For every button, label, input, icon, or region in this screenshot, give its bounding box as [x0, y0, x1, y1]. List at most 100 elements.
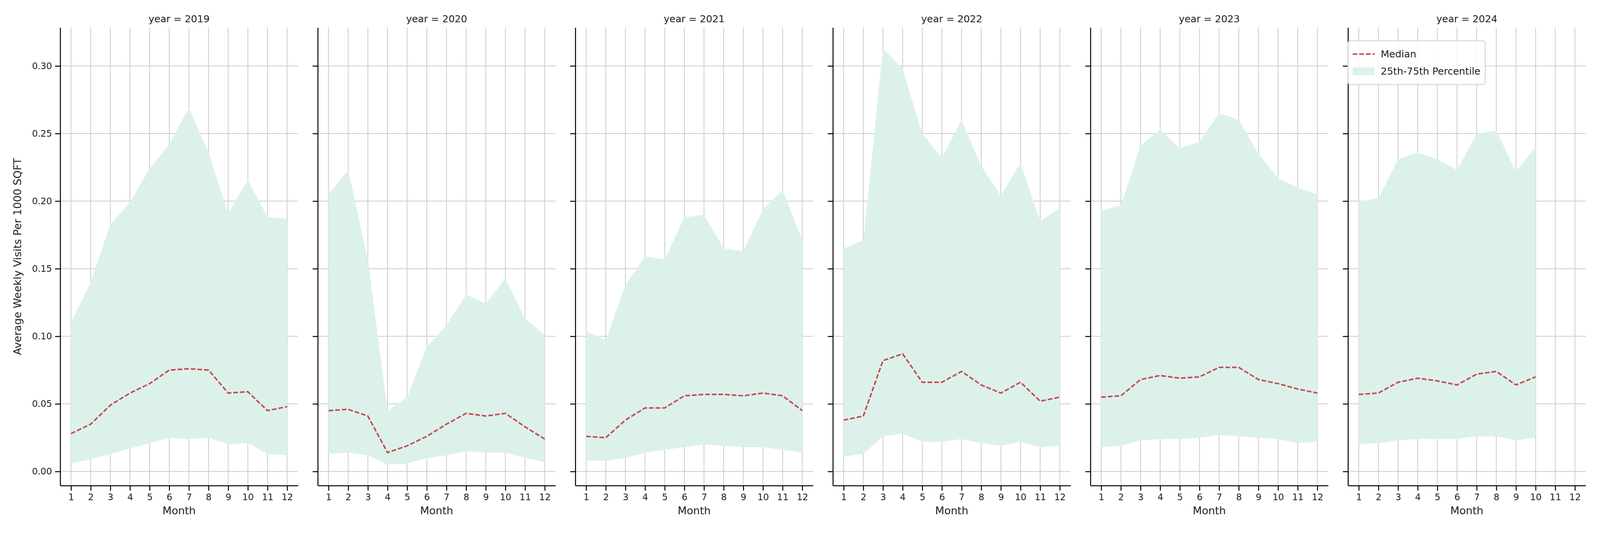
x-tick-label: 2 [1118, 492, 1125, 503]
grid [832, 27, 1071, 486]
x-tick-mark [1238, 485, 1240, 491]
y-axis-line [1090, 27, 1092, 486]
x-tick-label: 1 [325, 492, 332, 503]
x-tick-label: 4 [1415, 492, 1422, 503]
grid-line-x [1574, 27, 1576, 486]
y-tick-mark [312, 403, 318, 406]
y-tick-mark [55, 268, 61, 270]
y-tick [1342, 471, 1349, 472]
x-tick: 7 [443, 485, 450, 502]
x-tick-label: 4 [384, 492, 391, 503]
y-tick [312, 66, 318, 67]
y-tick-mark [55, 335, 61, 338]
panel-title: year = 2022 [921, 13, 983, 25]
x-tick: 8 [1493, 485, 1500, 502]
y-tick [1085, 201, 1091, 202]
y-tick [1342, 403, 1349, 405]
x-tick: 11 [1034, 485, 1047, 502]
x-tick: 10 [1530, 485, 1542, 502]
x-axis-line [1348, 485, 1586, 487]
x-tick-mark [1039, 485, 1042, 491]
x-tick-mark [882, 485, 884, 491]
x-tick-mark [1199, 485, 1201, 491]
y-tick-mark [827, 268, 833, 270]
x-tick-mark [902, 485, 904, 491]
y-tick-mark [1085, 65, 1091, 67]
y-tick: 0.30 [32, 60, 61, 72]
y-tick: 0.15 [32, 263, 61, 274]
x-tick: 7 [701, 485, 708, 502]
x-tick-mark [1277, 485, 1279, 491]
y-tick-mark [55, 133, 61, 135]
x-tick-mark [286, 485, 288, 491]
y-tick-mark [1342, 471, 1349, 473]
y-tick-mark [827, 65, 833, 67]
x-tick-mark [70, 485, 72, 491]
x-tick-label: 10 [242, 492, 254, 503]
y-tick: 0.00 [32, 466, 61, 477]
x-tick-mark [90, 485, 92, 491]
panel: 123456789101112year = 2022Month [827, 13, 1071, 518]
grid-line-x [1554, 27, 1556, 486]
y-tick-mark [1085, 268, 1091, 270]
y-tick [570, 336, 576, 337]
x-tick-label: 8 [205, 492, 212, 503]
x-tick: 5 [662, 485, 668, 502]
y-tick: 0.20 [32, 196, 61, 207]
x-tick-label: 12 [1311, 492, 1324, 503]
x-tick-label: 6 [939, 492, 945, 503]
x-tick: 9 [740, 485, 747, 502]
y-tick [312, 268, 318, 270]
y-tick [1085, 66, 1091, 67]
y-tick-label: 0.10 [32, 331, 52, 342]
x-tick: 1 [841, 485, 847, 502]
x-tick: 3 [880, 485, 887, 502]
grid [1090, 27, 1329, 486]
grid-line-y [832, 65, 1071, 67]
grid-line-y [575, 471, 814, 472]
x-tick-label: 12 [1569, 492, 1581, 503]
y-tick [1085, 336, 1091, 337]
legend: Median25th-75th Percentile [1348, 40, 1486, 85]
x-axis-line [1090, 485, 1329, 487]
x-tick-mark [426, 485, 428, 491]
x-tick-label: 3 [1137, 492, 1144, 503]
y-tick [827, 133, 833, 134]
y-tick-mark [1085, 133, 1091, 135]
x-tick-label: 4 [1157, 492, 1164, 503]
y-tick [570, 201, 576, 202]
y-tick: 0.05 [32, 398, 61, 409]
y-axis-line [575, 27, 577, 486]
x-tick-label: 9 [740, 492, 747, 503]
x-tick-mark [644, 485, 647, 491]
x-tick-label: 11 [1549, 492, 1561, 503]
x-tick: 7 [958, 485, 965, 502]
y-tick-mark [827, 403, 833, 406]
x-tick: 9 [483, 485, 490, 502]
x-tick-label: 2 [87, 492, 94, 503]
x-tick-label: 3 [1395, 492, 1402, 503]
data-layer [843, 48, 1060, 457]
x-tick-label: 12 [281, 492, 293, 503]
x-tick-mark [921, 485, 924, 491]
y-tick [312, 133, 318, 134]
y-tick-mark [1085, 403, 1091, 406]
x-tick-mark [505, 485, 507, 491]
x-tick: 7 [186, 485, 193, 502]
x-tick-mark [110, 485, 112, 491]
x-tick-label: 10 [500, 492, 512, 503]
x-tick-label: 10 [1530, 492, 1542, 503]
x-tick-mark [1000, 485, 1002, 491]
x-tick: 11 [519, 485, 531, 502]
y-tick-mark [570, 403, 576, 406]
data-layer [1358, 130, 1536, 445]
x-axis-title: Month [1450, 504, 1484, 517]
x-axis-title: Month [677, 504, 711, 517]
x-tick-label: 4 [900, 492, 906, 503]
percentile-band [1358, 130, 1536, 445]
x-tick-label: 11 [776, 492, 789, 503]
grid-line-y [1348, 471, 1586, 472]
x-tick: 4 [1415, 485, 1422, 502]
y-tick [570, 133, 576, 134]
x-tick-mark [762, 485, 764, 491]
